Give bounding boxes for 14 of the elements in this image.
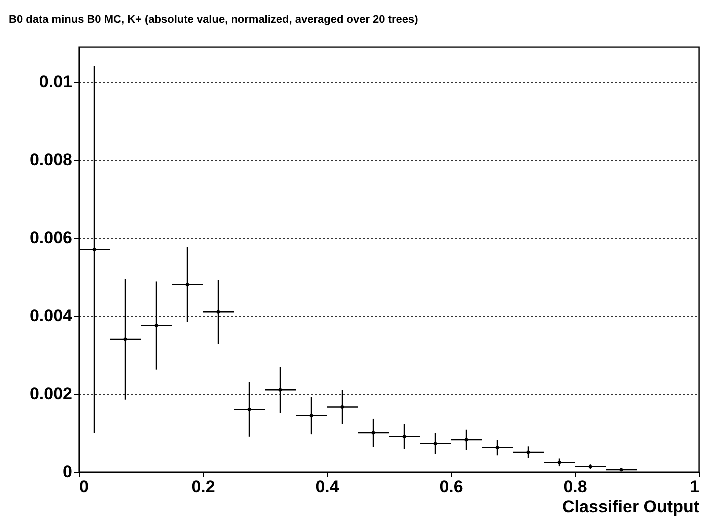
x-tick-label: 0.6 [440,478,464,496]
x-tick-label: 0.2 [192,478,216,496]
y-tick-label: 0.008 [30,150,72,170]
x-tick-label: 1 [690,478,700,496]
y-tick-label: 0.006 [30,228,72,248]
chart-title: B0 data minus B0 MC, K+ (absolute value, normalized, averaged over 20 trees) [9,14,419,26]
y-tick-label: 0.01 [39,72,72,92]
x-axis-title: Classifier Output [562,498,700,516]
y-tick-label: 0.004 [30,306,74,326]
x-tick-label: 0.4 [316,478,340,496]
x-tick-label: 0.8 [564,478,588,496]
x-tick-label: 0 [80,478,89,496]
y-tick-label: 0.002 [30,384,72,404]
y-tick-label: 0 [63,462,72,482]
